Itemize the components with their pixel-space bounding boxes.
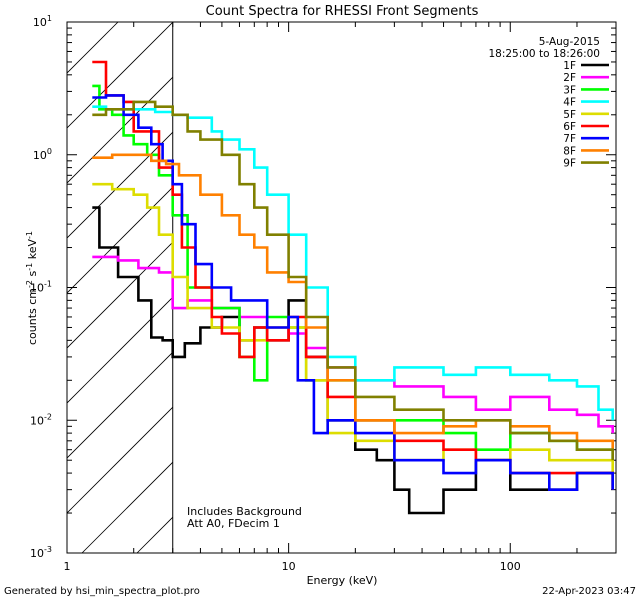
legend-label: 2F: [563, 72, 576, 84]
footer-generator: Generated by hsi_min_spectra_plot.pro: [4, 586, 200, 597]
hatch-line: [67, 76, 173, 184]
hatch-line: [67, 22, 173, 129]
legend-date: 5-Aug-2015: [539, 36, 600, 48]
hatch-line: [81, 461, 173, 553]
legend-time-range: 18:25:00 to 18:26:00: [488, 48, 600, 60]
hatch-line: [67, 406, 173, 514]
legend: 5-Aug-2015 18:25:00 to 18:26:00 1F2F3F4F…: [488, 36, 609, 170]
legend-label: 9F: [563, 158, 576, 170]
hatched-region: [0, 0, 640, 553]
series-line-8f: [92, 153, 614, 450]
series-line-5f: [92, 182, 614, 474]
hatch-line: [67, 186, 173, 294]
legend-label: 5F: [563, 109, 576, 121]
hatch-line: [467, 0, 640, 553]
x-tick-label: 100: [500, 560, 521, 573]
hatch-line: [67, 351, 173, 459]
x-axis: 1 10 100: [64, 22, 617, 573]
hatch-line: [67, 22, 119, 74]
x-axis-label: Energy (keV): [307, 574, 378, 587]
hatch-line: [357, 0, 640, 553]
series-line-4f: [92, 105, 614, 421]
series-group: [92, 60, 614, 515]
legend-label: 8F: [563, 145, 576, 157]
x-tick-label: 10: [282, 560, 296, 573]
series-line-6f: [92, 60, 614, 490]
hatch-line: [0, 0, 22, 553]
hatch-line: [67, 296, 173, 404]
y-tick-label: 101: [33, 14, 52, 29]
series-line-2f: [92, 255, 614, 434]
legend-label: 4F: [563, 97, 576, 109]
hatch-line: [522, 0, 640, 553]
hatch-line: [302, 0, 640, 553]
chart-title: Count Spectra for RHESSI Front Segments: [206, 4, 479, 19]
y-axis-label: counts cm-2 s-1 keV-1: [25, 231, 40, 345]
hatch-line: [67, 241, 173, 349]
hatch-line: [632, 0, 640, 553]
annotation-background: Includes Background: [187, 505, 302, 518]
legend-label: 3F: [563, 84, 576, 96]
series-line-3f: [92, 84, 614, 461]
x-tick-label: 1: [64, 560, 71, 573]
legend-label: 7F: [563, 133, 576, 145]
y-tick-label: 10-2: [30, 412, 52, 427]
legend-label: 6F: [563, 121, 576, 133]
hatch-line: [577, 0, 640, 553]
y-tick-label: 10-3: [30, 545, 52, 560]
series-line-9f: [92, 100, 614, 461]
y-axis: 101 100 10-1 10-2 10-3: [30, 14, 616, 560]
footer-timestamp: 22-Apr-2023 03:47: [542, 586, 636, 597]
legend-label: 1F: [563, 60, 576, 72]
annotation-attenuator: Att A0, FDecim 1: [187, 517, 280, 530]
series-line-1f: [92, 206, 614, 515]
hatch-line: [412, 0, 640, 553]
y-tick-label: 100: [33, 147, 52, 162]
series-line-7f: [92, 94, 614, 491]
y-tick-label: 10-1: [30, 280, 52, 295]
